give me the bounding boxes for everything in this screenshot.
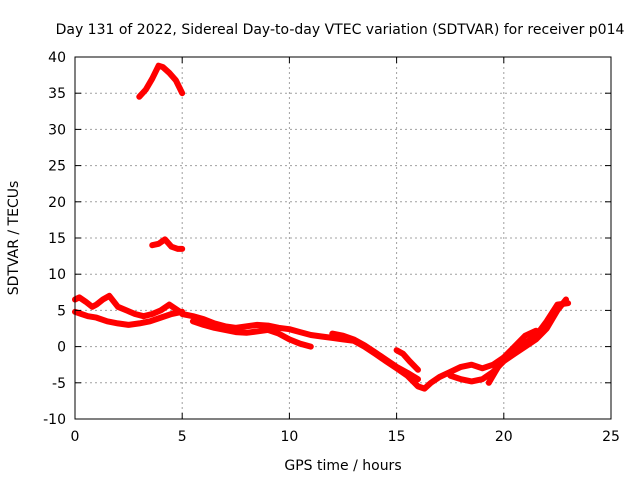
y-tick-label: 10 (48, 267, 66, 283)
y-tick-label: 15 (48, 231, 66, 247)
x-tick-label: 0 (71, 429, 80, 445)
series-segment-9 (447, 296, 569, 385)
data-series-group (72, 62, 572, 392)
y-tick-label: 5 (57, 303, 66, 319)
y-tick-label: 40 (48, 50, 66, 66)
series-segment-7 (329, 330, 421, 383)
y-tick-label: 25 (48, 159, 66, 175)
y-tick-label: 20 (48, 195, 66, 211)
grid (75, 57, 611, 419)
series-segment-10 (485, 327, 539, 386)
series-segment-3 (136, 62, 186, 100)
x-tick-label: 25 (602, 429, 620, 445)
series-segment-6 (189, 318, 314, 350)
series-segment-5 (179, 300, 572, 392)
series-segment-2 (72, 308, 186, 328)
series-segment-4 (149, 236, 186, 252)
chart-title: Day 131 of 2022, Sidereal Day-to-day VTE… (56, 22, 625, 38)
y-tick-label: 30 (48, 122, 66, 138)
y-tick-label: 35 (48, 86, 66, 102)
y-axis-label: SDTVAR / TECUs (6, 181, 22, 296)
y-tick-label: -5 (52, 376, 66, 392)
x-tick-label: 20 (495, 429, 513, 445)
x-tick-label: 5 (178, 429, 187, 445)
series-segment-1 (72, 292, 186, 320)
y-tick-label: 0 (57, 340, 66, 356)
x-tick-label: 10 (280, 429, 298, 445)
y-tick-label: -10 (43, 412, 66, 428)
x-tick-label: 15 (388, 429, 406, 445)
axis-ticks: 0 5 10 15 20 25 -10 -5 0 5 10 15 20 25 30 35 40 (43, 50, 620, 445)
series-segment-8 (393, 347, 421, 373)
x-axis-label: GPS time / hours (284, 458, 401, 474)
